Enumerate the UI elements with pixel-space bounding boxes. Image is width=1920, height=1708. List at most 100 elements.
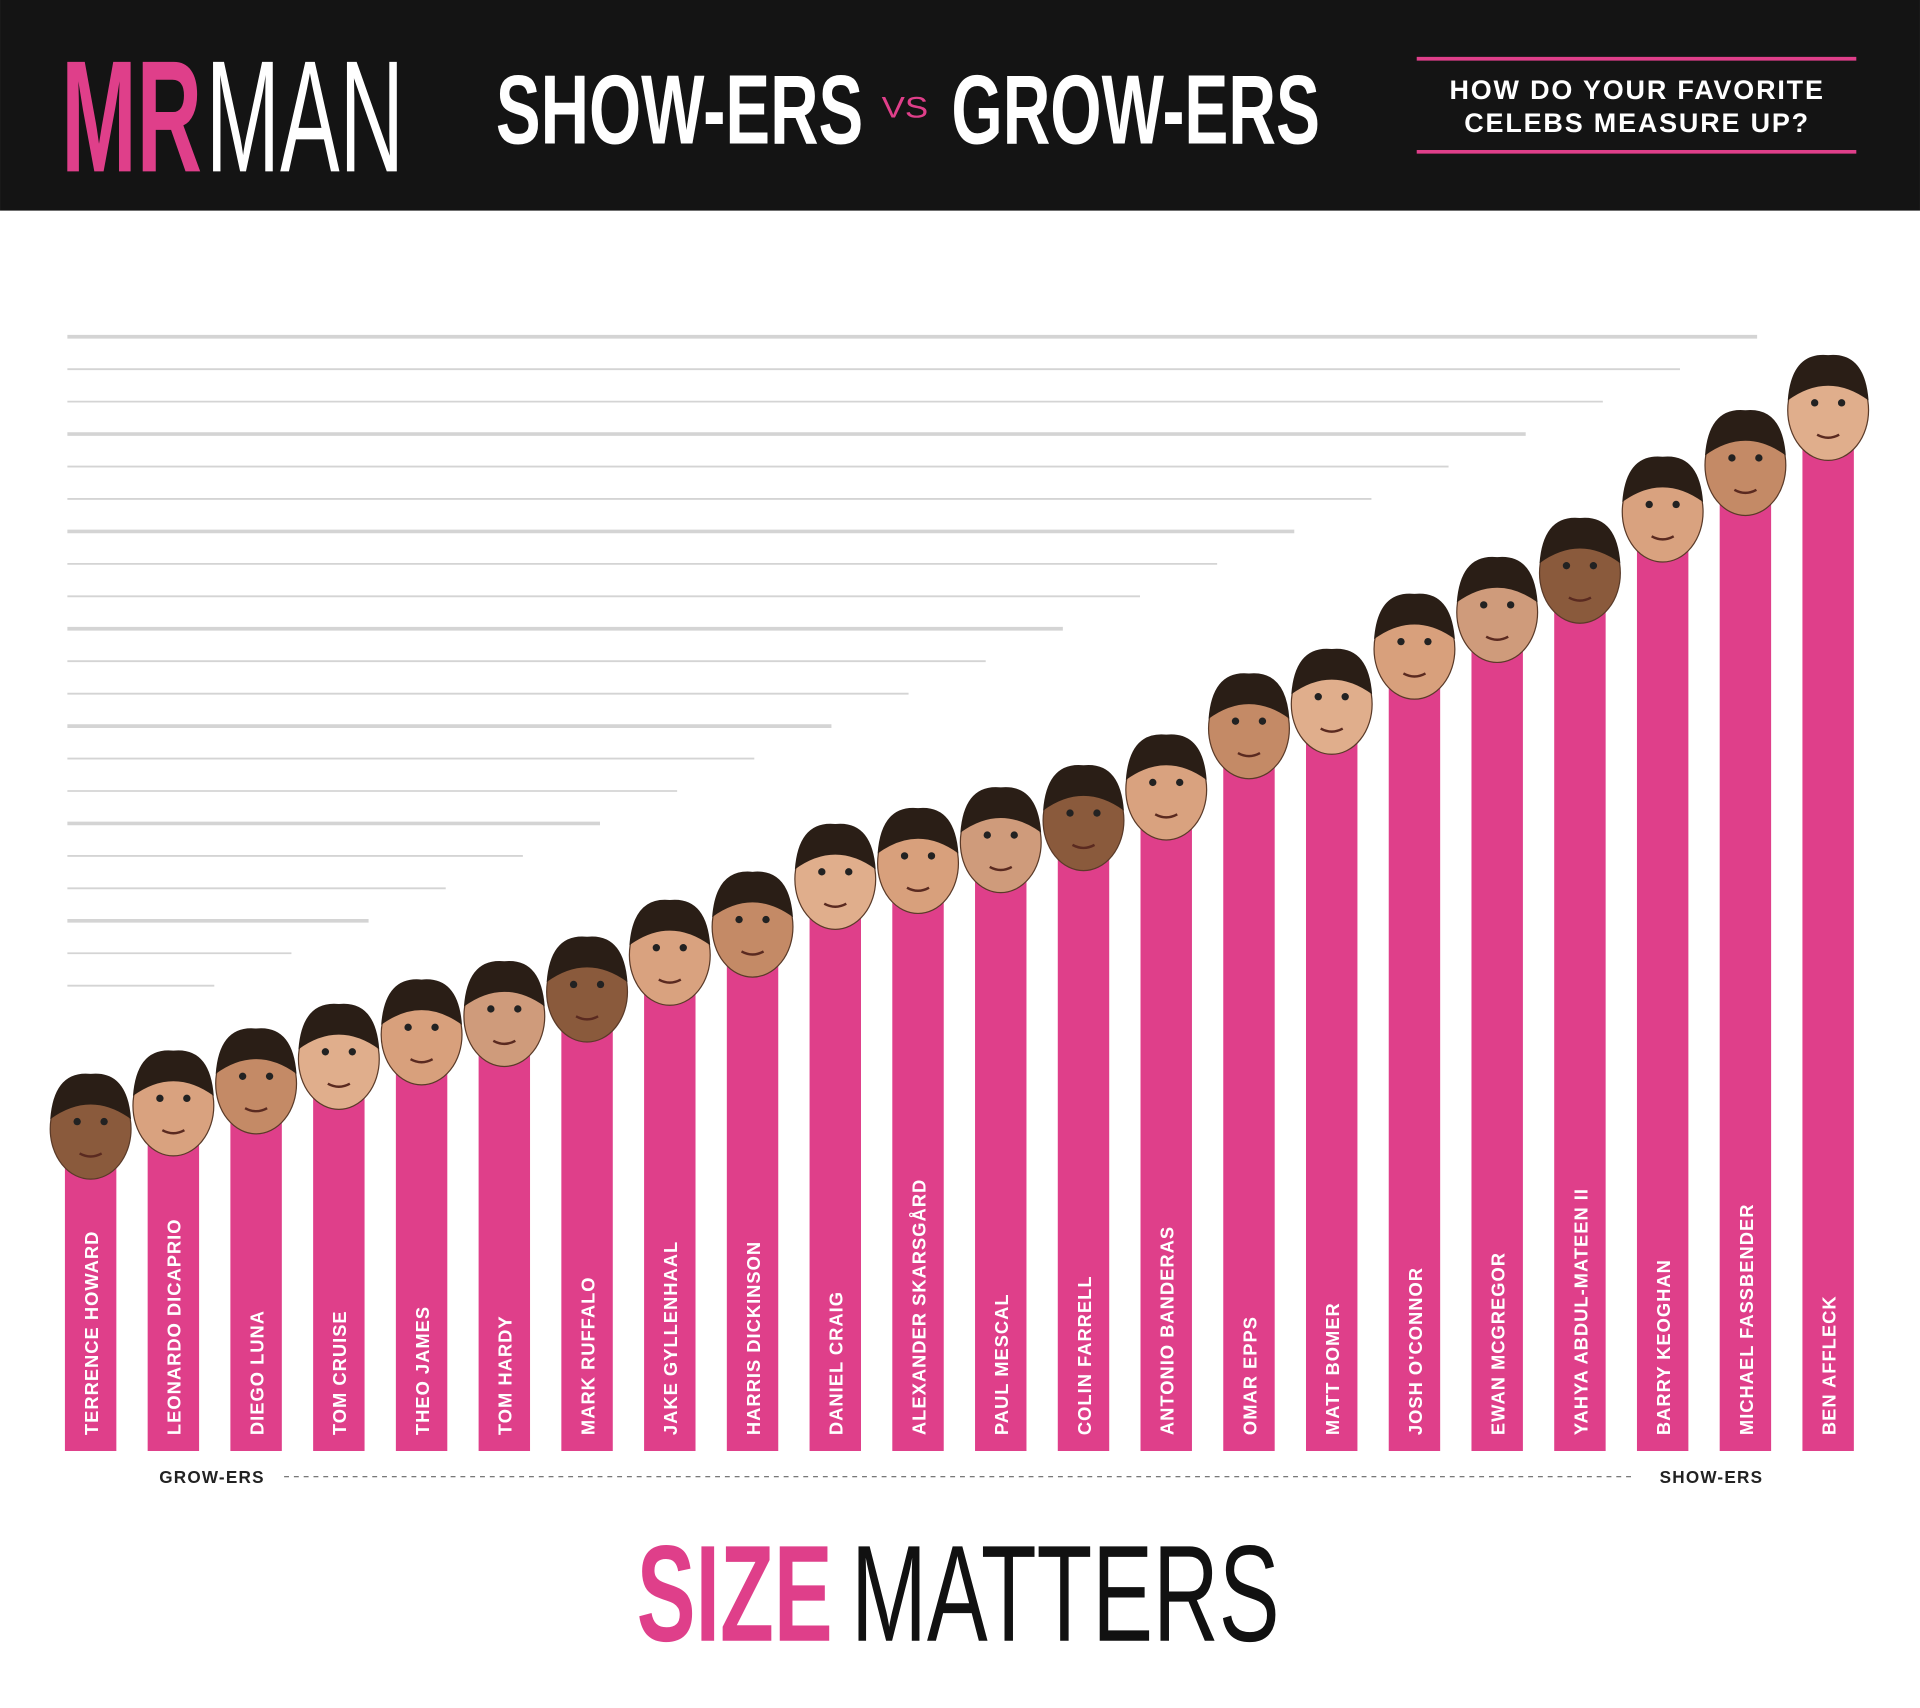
bar [1802, 410, 1854, 1451]
celebrity-head [49, 1073, 132, 1180]
bar [809, 879, 861, 1451]
category-label: DIEGO LUNA [246, 1310, 267, 1435]
celebrity-head [1373, 593, 1456, 700]
mouth [1733, 488, 1758, 495]
mouth [1485, 635, 1509, 642]
eye [404, 1023, 412, 1031]
eye [1728, 454, 1736, 462]
eye [1589, 562, 1598, 570]
eye [1093, 809, 1101, 817]
hair [1622, 456, 1704, 503]
bar [1057, 820, 1110, 1451]
hair [298, 1003, 380, 1050]
subtitle: CELEBS MEASURE UP? [1464, 108, 1810, 138]
bar [1719, 465, 1772, 1451]
title-vs: VS [882, 92, 929, 125]
footer-size: SIZE [637, 1518, 833, 1671]
celebrity-head [1042, 765, 1125, 872]
eye [1066, 809, 1074, 817]
celebrity-head [546, 936, 629, 1043]
eye [156, 1094, 164, 1103]
celebrity-head [1207, 673, 1290, 780]
eye [845, 868, 853, 876]
eye [348, 1048, 356, 1056]
celebrity-head [380, 979, 463, 1086]
hair [1374, 593, 1455, 640]
category-label: EWAN MCGREGOR [1488, 1252, 1509, 1435]
eye [1672, 500, 1680, 509]
bar [975, 842, 1027, 1451]
eye [1424, 637, 1432, 646]
category-label: ALEXANDER SKARSGÅRD [908, 1179, 929, 1435]
eye [1341, 693, 1349, 701]
bar [64, 1128, 117, 1451]
celebrity-head [1621, 456, 1704, 563]
category-label: THEO JAMES [412, 1306, 433, 1435]
bar [230, 1083, 282, 1451]
eye [431, 1023, 439, 1031]
celebrity-head [1704, 409, 1787, 517]
eye [265, 1072, 274, 1080]
hair [546, 936, 628, 983]
eye [900, 852, 909, 860]
mouth [492, 1039, 516, 1046]
category-label: COLIN FARRELL [1074, 1275, 1095, 1435]
category-label: MATT BOMER [1322, 1302, 1343, 1435]
hair [1291, 648, 1373, 695]
eye [596, 980, 605, 989]
title-grow: GROW-ERS [951, 54, 1320, 164]
bar [726, 926, 779, 1451]
eye [238, 1072, 247, 1080]
celebrity-head [1125, 734, 1208, 841]
category-label: TOM CRUISE [329, 1310, 350, 1435]
category-label: DANIEL CRAIG [826, 1291, 847, 1435]
celebrity-head [132, 1050, 215, 1157]
bar [1554, 573, 1606, 1451]
title-show: SHOW-ERS [496, 54, 863, 164]
bar [1223, 728, 1275, 1451]
hair [215, 1028, 297, 1074]
mouth [409, 1058, 434, 1064]
celebrity-head [1538, 517, 1621, 624]
hair [1456, 556, 1538, 603]
eye [1506, 601, 1515, 609]
eye [1314, 693, 1322, 701]
eye [1562, 562, 1571, 570]
hair [463, 960, 545, 1007]
category-label: YAHYA ABDUL-MATEEN II [1570, 1188, 1591, 1435]
celebrity-head [876, 807, 960, 915]
mouth [244, 1107, 268, 1113]
category-label: BARRY KEOGHAN [1653, 1259, 1674, 1435]
eye [1480, 601, 1488, 609]
category-label: JAKE GYLLENHAAL [660, 1241, 681, 1435]
eye [1811, 399, 1819, 407]
eye [183, 1094, 191, 1103]
celebrity-head [1456, 556, 1539, 664]
mouth [161, 1129, 185, 1135]
eye [652, 944, 661, 952]
hair [960, 787, 1042, 833]
eye [487, 1005, 495, 1013]
category-label: LEONARDO DICAPRIO [164, 1218, 185, 1435]
celebrity-head [959, 787, 1042, 894]
celebrity-head [297, 1003, 380, 1110]
category-label: TOM HARDY [495, 1315, 516, 1435]
mouth [1154, 813, 1178, 819]
mouth [1651, 535, 1675, 541]
eye [1645, 500, 1653, 509]
category-label: BEN AFFLECK [1818, 1295, 1839, 1435]
axis-label-start: GROW-ERS [159, 1467, 265, 1487]
mouth [327, 1082, 351, 1088]
mouth [1320, 727, 1344, 733]
mouth [1402, 672, 1427, 678]
footer-matters: MATTERS [851, 1518, 1280, 1671]
hair [132, 1050, 214, 1096]
eye [1397, 637, 1405, 646]
eye [1231, 717, 1240, 725]
eye [1149, 778, 1157, 787]
hair [1704, 409, 1786, 456]
celebrity-head [215, 1028, 298, 1135]
category-label: ANTONIO BANDERAS [1157, 1226, 1178, 1435]
eye [927, 852, 936, 860]
hair [1043, 765, 1124, 811]
